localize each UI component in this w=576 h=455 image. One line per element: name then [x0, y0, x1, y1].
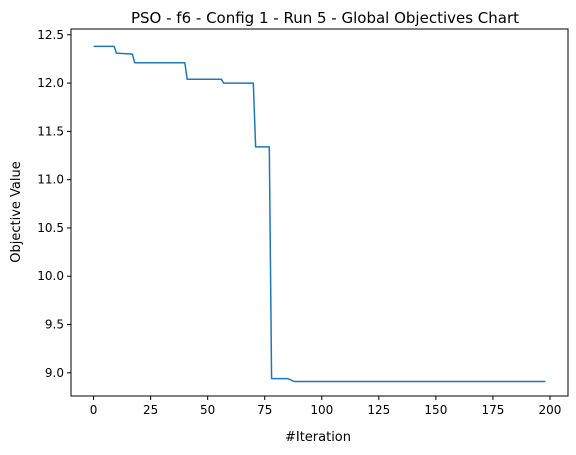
y-tick-label: 11.5: [37, 124, 64, 138]
x-tick-label: 175: [481, 403, 504, 417]
x-tick-label: 75: [257, 403, 272, 417]
y-axis-ticks: 9.0 9.5 10.0 10.5 11.0 11.5 12.0 12.5: [37, 28, 71, 380]
x-tick-label: 50: [200, 403, 215, 417]
y-tick-label: 9.0: [45, 366, 64, 380]
x-tick-label: 125: [367, 403, 390, 417]
plot-area-frame: [71, 29, 568, 396]
x-tick-label: 0: [90, 403, 98, 417]
plot-series: [94, 46, 546, 381]
y-tick-label: 12.5: [37, 28, 64, 42]
chart-title: PSO - f6 - Config 1 - Run 5 - Global Obj…: [131, 9, 519, 27]
x-axis-ticks: 0 25 50 75 100 125 150 175 200: [90, 396, 562, 417]
y-tick-label: 10.5: [37, 221, 64, 235]
x-axis-label: #Iteration: [285, 430, 351, 445]
y-tick-label: 11.0: [37, 173, 64, 187]
x-tick-label: 100: [310, 403, 333, 417]
y-tick-label: 10.0: [37, 269, 64, 283]
x-tick-label: 150: [424, 403, 447, 417]
x-tick-label: 200: [539, 403, 562, 417]
y-tick-label: 9.5: [45, 318, 64, 332]
series-line-0: [94, 46, 546, 381]
x-tick-label: 25: [143, 403, 158, 417]
y-tick-label: 12.0: [37, 76, 64, 90]
y-axis-label: Objective Value: [9, 161, 24, 262]
